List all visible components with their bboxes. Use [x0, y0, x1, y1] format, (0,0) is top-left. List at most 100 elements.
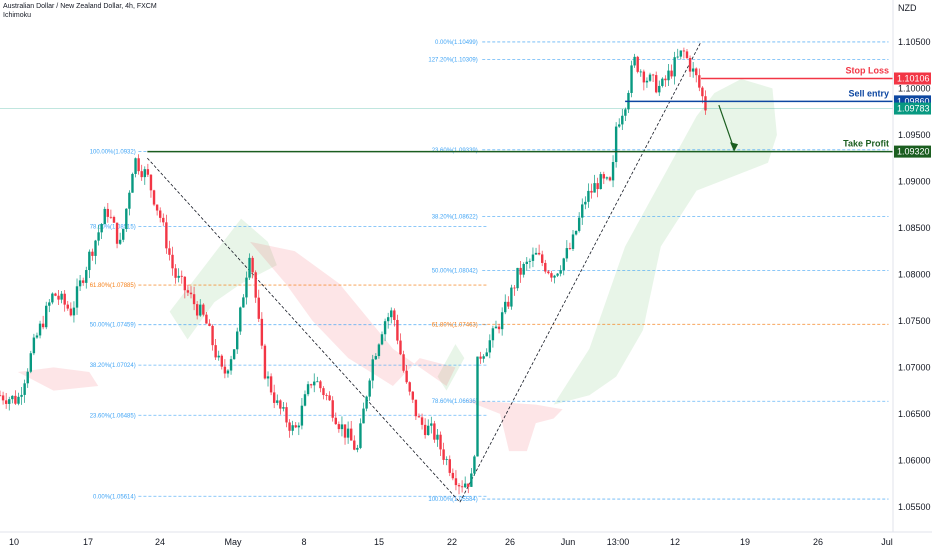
- candle-body: [577, 217, 581, 231]
- y-tick-label: 1.09500: [898, 130, 931, 140]
- x-tick-label: 10: [9, 537, 19, 547]
- candle-body: [504, 301, 507, 313]
- candle-body: [272, 392, 276, 403]
- fib-left-label: 100.00%(1.0932): [90, 150, 136, 156]
- indicator-label: Ichimoku: [3, 12, 32, 19]
- candle-body: [500, 312, 504, 330]
- candle-body: [257, 297, 260, 319]
- fib-right-label: 78.60%(1.06636): [432, 399, 478, 405]
- candle-body: [106, 208, 110, 217]
- candle-body: [679, 50, 683, 57]
- candle-body: [442, 449, 445, 460]
- candle-body: [143, 169, 146, 178]
- candle-body: [553, 275, 556, 278]
- trend-line-up: [459, 41, 702, 503]
- y-tick-label: 1.07000: [898, 362, 931, 372]
- candle-body: [491, 328, 495, 341]
- candle-body: [35, 335, 39, 338]
- candle-body: [402, 354, 405, 371]
- sell-entry-badge-label: 1.09860: [897, 96, 930, 106]
- candle-body: [306, 384, 310, 395]
- candle-body: [81, 280, 85, 283]
- x-tick-label: Jul: [881, 537, 893, 547]
- candle-body: [313, 381, 316, 386]
- take-profit-label: Take Profit: [843, 139, 889, 149]
- candle-body: [488, 340, 492, 353]
- candle-body: [300, 405, 304, 426]
- fib-left-label: 78.60%(1.08515): [90, 224, 136, 230]
- candle-body: [63, 293, 66, 305]
- candle-body: [294, 425, 297, 428]
- candle-body: [393, 310, 396, 320]
- candle-body: [8, 399, 11, 404]
- candle-body: [343, 424, 347, 438]
- candle-body: [149, 174, 153, 191]
- candle-body: [140, 171, 143, 178]
- candle-body: [192, 294, 196, 305]
- x-tick-label: 26: [813, 537, 823, 547]
- candle-body: [463, 483, 467, 488]
- candle-body: [608, 177, 612, 181]
- candle-body: [171, 254, 174, 269]
- candle-body: [691, 68, 695, 72]
- candle-body: [353, 440, 356, 450]
- candle-body: [633, 56, 636, 66]
- candle-body: [497, 326, 501, 330]
- candle-body: [624, 109, 627, 116]
- x-tick-label: Jun: [561, 537, 576, 547]
- candle-body: [587, 190, 590, 202]
- candle-body: [556, 273, 559, 276]
- candle-body: [168, 248, 171, 255]
- candle-body: [260, 318, 264, 346]
- candle-body: [436, 434, 439, 440]
- candle-body: [673, 57, 676, 77]
- candle-body: [223, 366, 227, 374]
- candle-body: [242, 297, 245, 308]
- candle-body: [596, 183, 599, 190]
- fib-right-label: 0.00%(1.10499): [435, 40, 478, 46]
- candle-body: [276, 400, 279, 403]
- candle-body: [534, 252, 538, 255]
- candle-body: [57, 295, 60, 300]
- candle-body: [269, 376, 273, 393]
- candle-body: [651, 74, 655, 76]
- candle-body: [602, 174, 606, 179]
- x-tick-label: 12: [670, 537, 680, 547]
- candle-body: [667, 70, 670, 81]
- candle-body: [485, 352, 488, 357]
- fib-right-label: 23.60%(1.09339): [432, 148, 478, 154]
- ichimoku-cloud-bear: [464, 399, 563, 452]
- candle-body: [682, 50, 686, 52]
- projection-arrow-head: [730, 142, 739, 152]
- candle-body: [14, 395, 17, 404]
- candle-body: [41, 323, 45, 328]
- candle-body: [670, 70, 673, 77]
- candle-body: [430, 423, 433, 426]
- candle-body: [467, 483, 470, 487]
- candle-body: [362, 408, 365, 424]
- candle-body: [220, 355, 224, 367]
- fib-left-label: 38.20%(1.07024): [90, 363, 136, 369]
- candle-body: [574, 230, 578, 235]
- candle-body: [66, 304, 69, 309]
- candle-body: [45, 305, 48, 328]
- candle-body: [229, 359, 233, 371]
- candle-body: [522, 264, 525, 275]
- candle-body: [482, 356, 485, 359]
- candle-body: [103, 208, 106, 225]
- candle-body: [155, 204, 159, 211]
- candle-body: [507, 301, 510, 307]
- candle-body: [519, 267, 522, 275]
- stop-loss-label: Stop Loss: [845, 65, 889, 75]
- candle-body: [420, 417, 424, 425]
- candle-body: [205, 314, 208, 324]
- fib-left-label: 0.00%(1.05614): [93, 494, 136, 500]
- candle-body: [528, 260, 532, 262]
- ichimoku-cloud-bear: [17, 367, 99, 391]
- candle-body: [639, 71, 642, 73]
- candle-body: [291, 425, 294, 431]
- candle-body: [448, 459, 451, 473]
- candle-body: [414, 399, 418, 417]
